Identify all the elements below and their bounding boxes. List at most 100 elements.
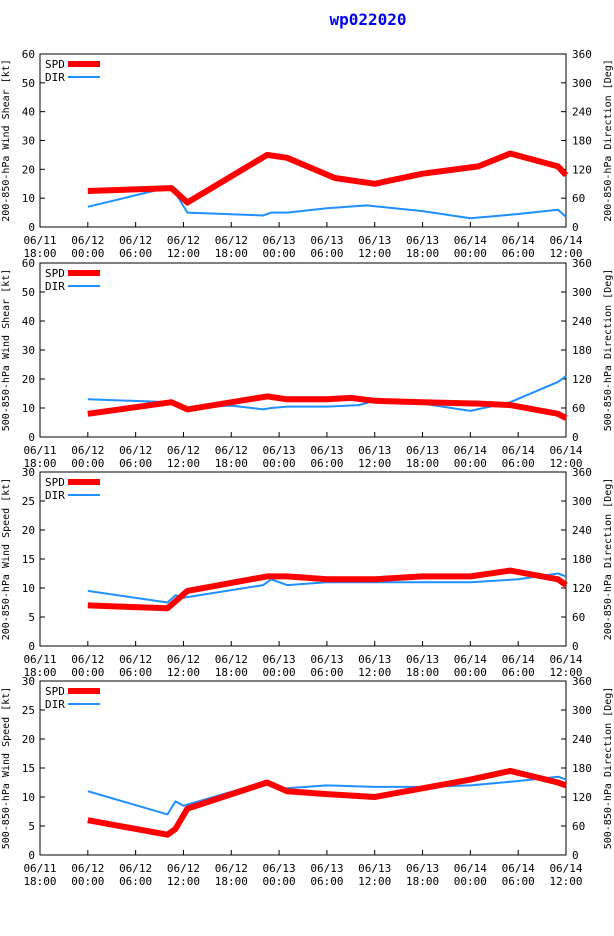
- spd-series-line: [87, 393, 568, 421]
- x-tick-date: 06/11: [23, 234, 56, 247]
- panel-3: 05101520253006012018024030036006/1118:00…: [1, 466, 614, 679]
- y-tick-label: 25: [22, 704, 35, 717]
- spd-series-line: [87, 567, 568, 612]
- y-tick-label: 5: [28, 611, 35, 624]
- x-tick-date: 06/13: [406, 234, 439, 247]
- y2-axis-label: 200-850-hPa Direction [Deg]: [603, 478, 614, 641]
- x-tick-date: 06/12: [71, 234, 104, 247]
- y-tick-label: 50: [22, 286, 35, 299]
- y-tick-label: 60: [22, 257, 35, 270]
- y-axis-label: 200-850-hPa Wind Shear [kt]: [1, 59, 12, 222]
- y2-axis-label: 500-850-hPa Direction [Deg]: [603, 269, 614, 432]
- y2-tick-label: 360: [572, 466, 592, 479]
- x-tick-time: 00:00: [71, 247, 104, 260]
- x-tick-time: 06:00: [502, 666, 535, 679]
- x-tick-time: 06:00: [502, 457, 535, 470]
- y-tick-label: 40: [22, 315, 35, 328]
- x-tick-time: 12:00: [167, 457, 200, 470]
- x-tick-time: 18:00: [23, 875, 56, 888]
- legend-dir-label: DIR: [45, 698, 65, 711]
- x-tick-date: 06/12: [215, 234, 248, 247]
- x-tick-date: 06/13: [263, 444, 296, 457]
- y2-tick-label: 60: [572, 611, 585, 624]
- x-tick-date: 06/12: [71, 444, 104, 457]
- x-tick-date: 06/11: [23, 653, 56, 666]
- x-tick-time: 06:00: [119, 247, 152, 260]
- dir-series-line: [87, 775, 567, 816]
- x-tick-time: 00:00: [454, 875, 487, 888]
- x-tick-date: 06/14: [549, 234, 582, 247]
- x-tick-time: 06:00: [119, 666, 152, 679]
- y2-tick-label: 300: [572, 704, 592, 717]
- x-tick-time: 18:00: [215, 247, 248, 260]
- y2-tick-label: 60: [572, 820, 585, 833]
- x-tick-time: 12:00: [167, 247, 200, 260]
- x-tick-time: 06:00: [310, 247, 343, 260]
- x-tick-time: 12:00: [358, 875, 391, 888]
- y2-tick-label: 120: [572, 582, 592, 595]
- x-tick-date: 06/12: [71, 862, 104, 875]
- dir-series-line: [87, 185, 567, 220]
- spd-series-line: [87, 767, 568, 838]
- y-tick-label: 0: [28, 640, 35, 653]
- x-tick-date: 06/12: [71, 653, 104, 666]
- x-tick-date: 06/11: [23, 862, 56, 875]
- x-tick-date: 06/12: [215, 444, 248, 457]
- y2-tick-label: 180: [572, 553, 592, 566]
- x-tick-date: 06/12: [167, 653, 200, 666]
- x-tick-time: 12:00: [167, 875, 200, 888]
- x-tick-date: 06/14: [502, 234, 535, 247]
- y-tick-label: 60: [22, 48, 35, 61]
- y2-tick-label: 60: [572, 402, 585, 415]
- y-tick-label: 0: [28, 221, 35, 234]
- y-tick-label: 15: [22, 762, 35, 775]
- y-axis-label: 500-850-hPa Wind Speed [kt]: [1, 687, 12, 850]
- y-tick-label: 20: [22, 524, 35, 537]
- x-tick-date: 06/13: [310, 653, 343, 666]
- x-tick-date: 06/13: [310, 234, 343, 247]
- x-tick-time: 12:00: [358, 457, 391, 470]
- x-tick-date: 06/13: [263, 653, 296, 666]
- x-tick-time: 06:00: [119, 457, 152, 470]
- x-tick-date: 06/13: [310, 862, 343, 875]
- x-tick-date: 06/12: [215, 653, 248, 666]
- x-tick-date: 06/12: [167, 862, 200, 875]
- x-tick-time: 06:00: [502, 247, 535, 260]
- chart-title: wp022020: [329, 10, 406, 29]
- x-tick-time: 06:00: [502, 875, 535, 888]
- y2-tick-label: 240: [572, 315, 592, 328]
- y2-tick-label: 0: [572, 431, 579, 444]
- dir-series-line: [87, 572, 567, 604]
- y-axis-label: 500-850-hPa Wind Shear [kt]: [1, 269, 12, 432]
- panels: 010203040506006012018024030036006/1118:0…: [1, 48, 614, 888]
- y2-tick-label: 360: [572, 48, 592, 61]
- x-tick-date: 06/14: [454, 653, 487, 666]
- x-tick-date: 06/14: [549, 862, 582, 875]
- x-tick-date: 06/12: [119, 444, 152, 457]
- y-tick-label: 20: [22, 733, 35, 746]
- y-tick-label: 10: [22, 582, 35, 595]
- x-tick-time: 18:00: [215, 875, 248, 888]
- x-tick-date: 06/14: [454, 234, 487, 247]
- y2-tick-label: 0: [572, 640, 579, 653]
- y-tick-label: 20: [22, 163, 35, 176]
- spd-series-line: [87, 150, 569, 206]
- legend-dir-label: DIR: [45, 71, 65, 84]
- x-tick-time: 12:00: [549, 457, 582, 470]
- x-tick-time: 00:00: [71, 666, 104, 679]
- plot-frame: [39, 471, 567, 647]
- x-tick-time: 12:00: [549, 875, 582, 888]
- y2-tick-label: 0: [572, 221, 579, 234]
- x-tick-date: 06/14: [454, 444, 487, 457]
- y2-tick-label: 180: [572, 135, 592, 148]
- x-tick-date: 06/14: [502, 653, 535, 666]
- x-tick-date: 06/13: [263, 862, 296, 875]
- plot-frame: [39, 53, 567, 228]
- x-tick-time: 00:00: [263, 457, 296, 470]
- x-tick-time: 00:00: [263, 247, 296, 260]
- y2-tick-label: 60: [572, 192, 585, 205]
- x-tick-time: 06:00: [119, 875, 152, 888]
- x-tick-time: 00:00: [454, 457, 487, 470]
- x-tick-date: 06/13: [406, 444, 439, 457]
